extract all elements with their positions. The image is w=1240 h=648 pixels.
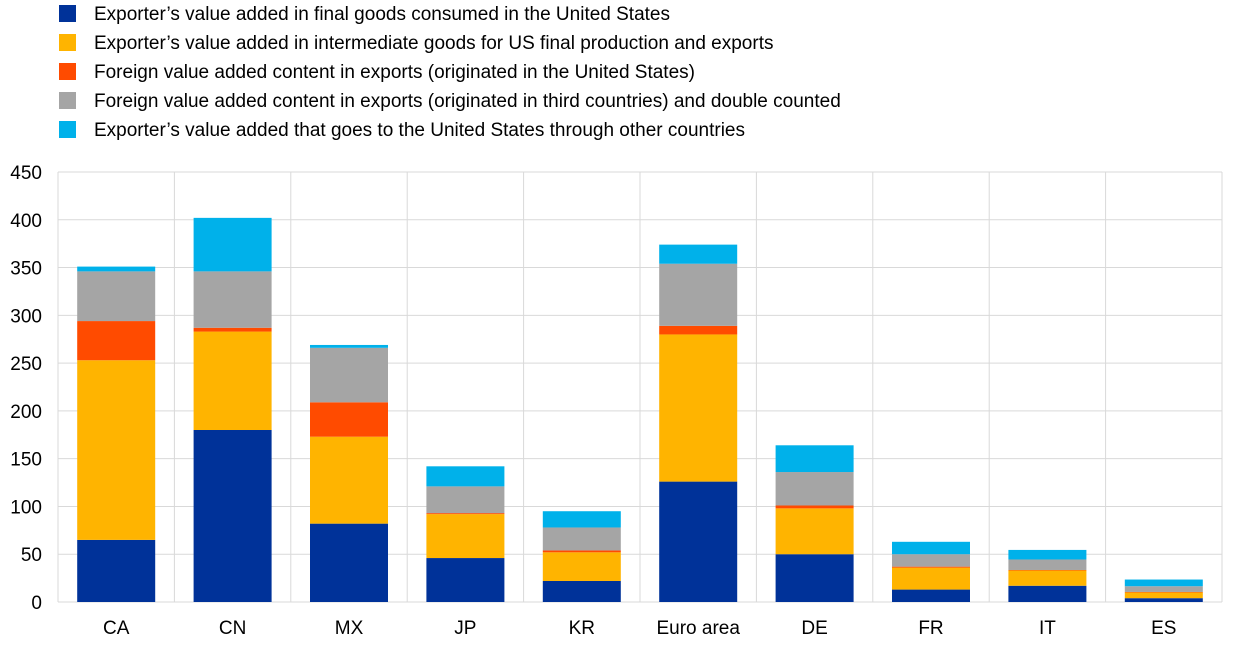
- y-tick-label: 150: [10, 450, 42, 471]
- bar-fr-series-3: [892, 566, 970, 568]
- bar-cn-series-4: [193, 271, 272, 328]
- bar-cn-series-1: [193, 430, 272, 602]
- bar-cn-series-2: [193, 331, 272, 430]
- bar-cn-series-5: [193, 217, 272, 272]
- y-tick-label: 0: [31, 593, 42, 614]
- x-tick-label: MX: [335, 618, 364, 639]
- bar-es-series-5: [1124, 579, 1203, 587]
- bar-es-series-2: [1124, 592, 1203, 599]
- bar-kr-series-2: [542, 552, 621, 581]
- bar-kr-series-4: [542, 527, 621, 551]
- bar-mx-series-5: [310, 344, 388, 348]
- x-tick-label: KR: [569, 618, 595, 639]
- y-tick-label: 250: [10, 354, 42, 375]
- y-tick-label: 450: [10, 163, 42, 184]
- bar-de-series-2: [775, 508, 854, 555]
- bar-ca-series-2: [77, 360, 156, 540]
- legend-label-2: Exporter’s value added in intermediate g…: [94, 33, 773, 54]
- bar-euro-area-series-4: [659, 263, 738, 326]
- legend-label-1: Exporter’s value added in final goods co…: [94, 4, 670, 25]
- bar-es-series-1: [1124, 598, 1203, 602]
- x-tick-label: ES: [1151, 618, 1176, 639]
- bar-jp-series-4: [426, 486, 505, 514]
- x-tick-label: CA: [103, 618, 130, 639]
- bar-mx-series-4: [310, 347, 388, 403]
- bar-de-series-4: [775, 472, 854, 506]
- bar-fr-series-1: [892, 589, 970, 602]
- bar-ca-series-3: [77, 321, 156, 361]
- x-tick-label: DE: [801, 618, 827, 639]
- legend-label-3: Foreign value added content in exports (…: [94, 62, 695, 83]
- bar-de-series-3: [775, 505, 854, 509]
- bar-ca-series-5: [77, 266, 156, 272]
- x-tick-label: CN: [219, 618, 246, 639]
- bar-jp-series-2: [426, 514, 505, 559]
- bar-fr-series-2: [892, 567, 970, 590]
- bar-it-series-1: [1008, 585, 1087, 602]
- y-tick-label: 100: [10, 497, 42, 518]
- bar-jp-series-1: [426, 558, 505, 602]
- y-tick-label: 300: [10, 306, 42, 327]
- bar-it-series-5: [1008, 549, 1087, 560]
- x-tick-label: IT: [1039, 618, 1056, 639]
- bar-es-series-4: [1124, 586, 1203, 592]
- bar-fr-series-5: [892, 541, 970, 555]
- legend: Exporter’s value added in final goods co…: [59, 4, 841, 141]
- bar-de-series-5: [775, 445, 854, 473]
- bar-euro-area-series-2: [659, 334, 738, 482]
- bar-jp-series-5: [426, 466, 505, 487]
- x-tick-label: Euro area: [656, 618, 740, 639]
- bar-mx-series-2: [310, 436, 388, 524]
- legend-label-5: Exporter’s value added that goes to the …: [94, 120, 745, 141]
- y-tick-label: 350: [10, 259, 42, 280]
- bars: [77, 217, 1203, 602]
- bar-kr-series-1: [542, 580, 621, 602]
- bar-cn-series-3: [193, 327, 272, 332]
- legend-swatch-3: [59, 63, 76, 80]
- legend-swatch-2: [59, 34, 76, 51]
- x-axis: CA CN MX JP KR Euro area DE FR IT ES: [103, 618, 1176, 639]
- legend-swatch-1: [59, 5, 76, 22]
- bar-ca-series-4: [77, 271, 156, 322]
- y-tick-label: 200: [10, 402, 42, 423]
- bar-kr-series-3: [542, 550, 621, 553]
- bar-mx-series-1: [310, 523, 388, 602]
- y-tick-label: 50: [21, 545, 42, 566]
- legend-swatch-4: [59, 92, 76, 109]
- bar-de-series-1: [775, 554, 854, 602]
- legend-swatch-5: [59, 121, 76, 138]
- bar-kr-series-5: [542, 511, 621, 528]
- bar-ca-series-1: [77, 539, 156, 602]
- bar-euro-area-series-1: [659, 481, 738, 602]
- x-tick-label: JP: [454, 618, 476, 639]
- y-axis: 0 50 100 150 200 250 300 350 400 450: [10, 163, 42, 614]
- y-tick-label: 400: [10, 211, 42, 232]
- bar-fr-series-4: [892, 554, 970, 567]
- bar-it-series-4: [1008, 559, 1087, 570]
- bar-euro-area-series-3: [659, 325, 738, 335]
- bar-it-series-2: [1008, 570, 1087, 586]
- x-tick-label: FR: [918, 618, 943, 639]
- bar-euro-area-series-5: [659, 244, 738, 264]
- legend-label-4: Foreign value added content in exports (…: [94, 91, 841, 112]
- bar-jp-series-3: [426, 513, 505, 515]
- bar-mx-series-3: [310, 402, 388, 437]
